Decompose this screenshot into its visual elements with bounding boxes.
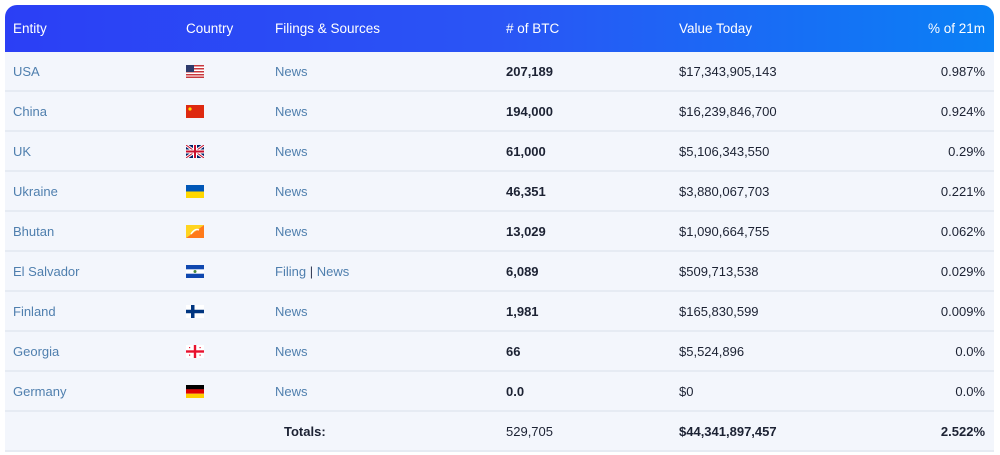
source-link-news[interactable]: News xyxy=(275,384,308,399)
source-link-news[interactable]: News xyxy=(316,264,350,279)
sources-cell: News xyxy=(275,372,308,412)
sources-cell: News xyxy=(275,172,308,212)
totals-label: Totals: xyxy=(284,424,326,439)
totals-value: $44,341,897,457 xyxy=(679,424,777,439)
entity-link[interactable]: USA xyxy=(13,64,40,79)
bitcoin-holdings-table: Entity Country Filings & Sources # of BT… xyxy=(5,5,994,452)
table-row: Ukraine News 46,351 $3,880,067,703 0.221… xyxy=(5,172,994,212)
flag-de-icon xyxy=(186,385,204,398)
col-country[interactable]: Country xyxy=(186,21,234,36)
table-row: UK News 61,000 $5,106,343,550 0.29% xyxy=(5,132,994,172)
totals-row: Totals: 529,705 $44,341,897,457 2.522% xyxy=(5,412,994,452)
btc-amount: 66 xyxy=(506,344,521,359)
btc-amount: 46,351 xyxy=(506,184,546,199)
table-row: Germany News 0.0 $0 0.0% xyxy=(5,372,994,412)
entity-link[interactable]: El Salvador xyxy=(13,264,80,279)
entity-link[interactable]: Georgia xyxy=(13,344,60,359)
flag-gb-icon xyxy=(186,145,204,158)
source-link-news[interactable]: News xyxy=(275,144,308,159)
value-today: $3,880,067,703 xyxy=(679,184,770,199)
col-entity[interactable]: Entity xyxy=(13,21,47,36)
sources-cell: News xyxy=(275,332,308,372)
flag-bt-icon xyxy=(186,225,204,238)
entity-link[interactable]: UK xyxy=(13,144,32,159)
table-row: Georgia News 66 $5,524,896 0.0% xyxy=(5,332,994,372)
sources-cell: News xyxy=(275,292,308,332)
btc-amount: 1,981 xyxy=(506,304,539,319)
table-row: El Salvador Filing | News 6,089 $509,713… xyxy=(5,252,994,292)
value-today: $17,343,905,143 xyxy=(679,64,777,79)
value-today: $165,830,599 xyxy=(679,304,759,319)
value-today: $1,090,664,755 xyxy=(679,224,770,239)
btc-amount: 194,000 xyxy=(506,104,553,119)
sources-cell: News xyxy=(275,52,308,92)
btc-amount: 13,029 xyxy=(506,224,546,239)
separator: | xyxy=(309,264,314,279)
sources-cell: Filing | News xyxy=(275,252,349,292)
value-today: $509,713,538 xyxy=(679,264,759,279)
col-pct[interactable]: % of 21m xyxy=(927,21,985,36)
source-link-filing[interactable]: Filing xyxy=(275,264,307,279)
source-link-news[interactable]: News xyxy=(275,104,308,119)
btc-amount: 0.0 xyxy=(506,384,525,399)
table-header: Entity Country Filings & Sources # of BT… xyxy=(5,5,994,52)
entity-link[interactable]: Germany xyxy=(13,384,67,399)
totals-pct: 2.522% xyxy=(940,424,985,439)
btc-amount: 6,089 xyxy=(506,264,539,279)
source-link-news[interactable]: News xyxy=(275,224,308,239)
pct-of-21m: 0.009% xyxy=(940,304,985,319)
value-today: $16,239,846,700 xyxy=(679,104,777,119)
sources-cell: News xyxy=(275,132,308,172)
source-link-news[interactable]: News xyxy=(275,184,308,199)
pct-of-21m: 0.987% xyxy=(940,64,985,79)
entity-link[interactable]: Finland xyxy=(13,304,56,319)
table-row: USA News 207,189 $17,343,905,143 0.987% xyxy=(5,52,994,92)
btc-amount: 61,000 xyxy=(506,144,546,159)
totals-btc: 529,705 xyxy=(506,424,553,439)
flag-cn-icon xyxy=(186,105,204,118)
table-row: China News 194,000 $16,239,846,700 0.924… xyxy=(5,92,994,132)
value-today: $0 xyxy=(679,384,694,399)
value-today: $5,106,343,550 xyxy=(679,144,770,159)
source-link-news[interactable]: News xyxy=(275,344,308,359)
pct-of-21m: 0.924% xyxy=(940,104,985,119)
col-value[interactable]: Value Today xyxy=(679,21,753,36)
entity-link[interactable]: China xyxy=(13,104,47,119)
flag-us-icon xyxy=(186,65,204,78)
source-link-news[interactable]: News xyxy=(275,64,308,79)
flag-sv-icon xyxy=(186,265,204,278)
source-link-news[interactable]: News xyxy=(275,304,308,319)
col-filings[interactable]: Filings & Sources xyxy=(275,21,381,36)
table-row: Bhutan News 13,029 $1,090,664,755 0.062% xyxy=(5,212,994,252)
flag-ge-icon xyxy=(186,345,204,358)
pct-of-21m: 0.0% xyxy=(955,384,985,399)
pct-of-21m: 0.029% xyxy=(940,264,985,279)
entity-link[interactable]: Ukraine xyxy=(13,184,58,199)
flag-ua-icon xyxy=(186,185,204,198)
col-btc[interactable]: # of BTC xyxy=(506,21,560,36)
pct-of-21m: 0.29% xyxy=(948,144,985,159)
table-body: USA News 207,189 $17,343,905,143 0.987% … xyxy=(5,52,994,412)
pct-of-21m: 0.221% xyxy=(940,184,985,199)
pct-of-21m: 0.0% xyxy=(955,344,985,359)
entity-link[interactable]: Bhutan xyxy=(13,224,55,239)
table-row: Finland News 1,981 $165,830,599 0.009% xyxy=(5,292,994,332)
sources-cell: News xyxy=(275,212,308,252)
value-today: $5,524,896 xyxy=(679,344,745,359)
sources-cell: News xyxy=(275,92,308,132)
btc-amount: 207,189 xyxy=(506,64,553,79)
flag-fi-icon xyxy=(186,305,204,318)
pct-of-21m: 0.062% xyxy=(940,224,985,239)
